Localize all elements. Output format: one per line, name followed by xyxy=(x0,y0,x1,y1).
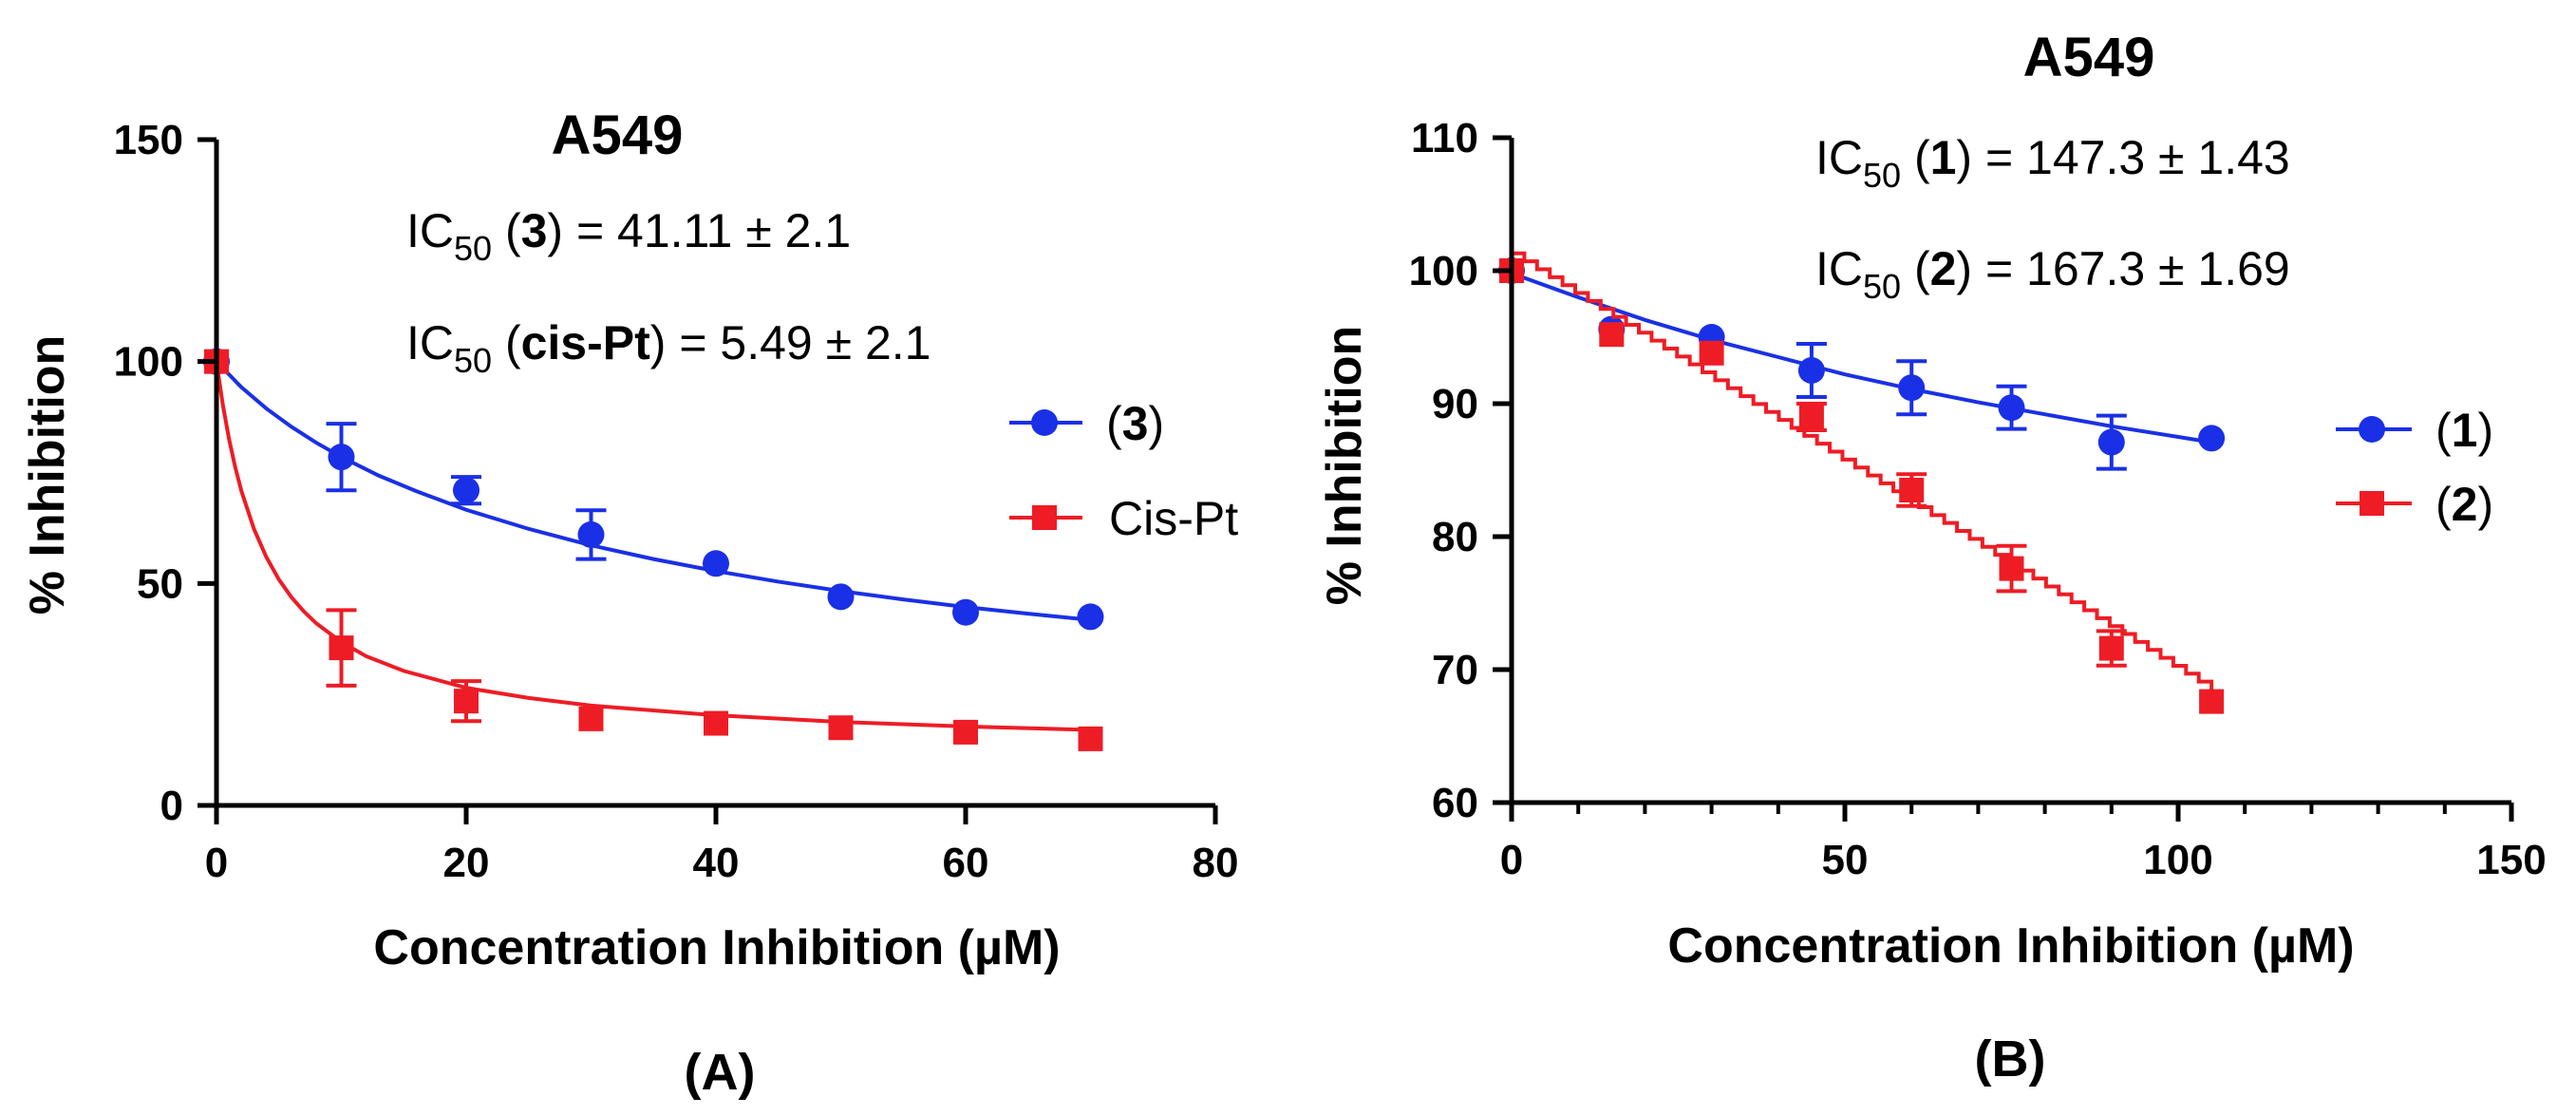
panel-a-series-3-point xyxy=(577,520,605,548)
panel-b-series-2-point xyxy=(1999,556,2024,581)
panel-a-series-cispt-point xyxy=(329,635,354,661)
panel-a-annotation-1: IC50 (3) = 41.11 ± 2.1 xyxy=(406,204,851,268)
panel-b-series-2-point xyxy=(2199,689,2225,714)
panel-a-series-cispt-point xyxy=(454,689,479,714)
panel-a-x-tick-label: 80 xyxy=(1193,840,1239,886)
legend-square-marker xyxy=(1032,505,1057,530)
panel-a-x-tick-label: 40 xyxy=(693,840,740,886)
panel-a-y-tick-label: 100 xyxy=(114,339,183,386)
panel-a-annotation-2: IC50 (cis-Pt) = 5.49 ± 2.1 xyxy=(406,316,931,380)
panel-b-y-tick-label: 60 xyxy=(1432,780,1478,826)
panel-b-y-tick-label: 110 xyxy=(1411,115,1478,161)
panel-b-y-tick-label: 100 xyxy=(1409,248,1478,294)
panel-b-x-tick-label: 50 xyxy=(1822,837,1869,883)
panel-b-y-tick-label: 80 xyxy=(1432,514,1478,560)
panel-b: 0 50 100 150 60 70 80 90 100 110 A549 IC50 (1) = … xyxy=(1317,27,2547,1088)
svg-text:IC50 (cis-Pt) = 5.49 ± 2.1: IC50 (cis-Pt) = 5.49 ± 2.1 xyxy=(406,316,931,380)
panel-a-legend: (3) Cis-Pt xyxy=(1009,397,1238,545)
panel-b-series-2-point xyxy=(1599,322,1625,348)
panel-b-series-2-point xyxy=(1699,340,1724,366)
panel-b-series-1-fit-line xyxy=(1511,271,2212,445)
panel-a-x-tick-label: 0 xyxy=(205,840,228,886)
panel-b-y-tick-label: 90 xyxy=(1432,381,1478,427)
panel-b-series-1-point xyxy=(1797,357,1825,384)
panel-a-legend-item-3: (3) xyxy=(1009,397,1164,450)
panel-b-x-tick-label: 0 xyxy=(1500,837,1523,883)
panel-a-series-cispt-point xyxy=(1078,726,1103,751)
panel-a-series-cispt-fit-line xyxy=(215,361,1091,732)
legend-square-marker xyxy=(2360,491,2384,516)
panel-a-axes: 0 20 40 60 80 0 50 100 150 xyxy=(114,117,1239,886)
panel-b-series-2-point xyxy=(2098,635,2124,661)
panel-b-series-2-point xyxy=(1798,405,1824,429)
panel-b-annotation-1: IC50 (1) = 147.3 ± 1.43 xyxy=(1815,131,2290,195)
panel-a-y-axis-title: % Inhibition xyxy=(20,335,75,615)
svg-text:IC50 (1) = 147.3 ± 1.43: IC50 (1) = 147.3 ± 1.43 xyxy=(1815,131,2290,195)
svg-text:Cis-Pt: Cis-Pt xyxy=(1109,492,1238,545)
panel-b-axes: 0 50 100 150 60 70 80 90 100 110 xyxy=(1409,115,2547,883)
panel-a-series-3-point xyxy=(453,477,479,504)
panel-b-legend: (1) (2) xyxy=(2336,404,2493,531)
panel-a-plot-area xyxy=(203,348,1104,751)
panel-b-series-1-point xyxy=(1998,394,2025,422)
panel-b-plot-area xyxy=(1498,251,2226,714)
legend-circle-marker xyxy=(1031,409,1058,436)
panel-b-x-tick-label: 100 xyxy=(2143,837,2212,883)
svg-text:IC50 (2) = 167.3 ± 1.69: IC50 (2) = 167.3 ± 1.69 xyxy=(1815,242,2290,306)
panel-a-series-cispt-point xyxy=(828,715,854,741)
panel-a-series-3-point xyxy=(952,598,979,626)
panel-a-x-tick-label: 60 xyxy=(943,840,989,886)
panel-a-y-tick-label: 0 xyxy=(160,783,183,829)
panel-a-series-3-fit-line xyxy=(215,360,1091,622)
panel-b-annotation-2: IC50 (2) = 167.3 ± 1.69 xyxy=(1815,242,2290,306)
panel-a-series-3-point xyxy=(703,550,729,577)
panel-a-y-tick-label: 50 xyxy=(137,560,183,607)
panel-a: 0 20 40 60 80 0 50 100 150 A549 IC50 (3) = 41.11… xyxy=(20,104,1238,1101)
panel-a-label: (A) xyxy=(685,1044,756,1101)
panel-a-title: A549 xyxy=(552,104,684,166)
panel-a-x-axis-title: Concentration Inhibition (µM) xyxy=(373,920,1060,975)
panel-b-series-1-point xyxy=(2198,425,2226,452)
panel-b-series-1-point xyxy=(2097,428,2125,456)
panel-a-series-3-point xyxy=(827,583,855,611)
panel-b-legend-item-2: (2) xyxy=(2336,478,2493,531)
svg-text:(2): (2) xyxy=(2435,478,2493,531)
legend-circle-marker xyxy=(2359,416,2385,443)
panel-b-x-axis-title: Concentration Inhibition (µM) xyxy=(1667,918,2354,974)
panel-b-series-2-fit-line xyxy=(1512,251,2214,690)
panel-a-series-3-point xyxy=(1077,603,1104,631)
panel-b-series-2-point xyxy=(1899,478,1925,502)
panel-b-y-tick-label: 70 xyxy=(1432,647,1478,693)
panel-a-series-cispt-point xyxy=(704,710,728,736)
panel-b-label: (B) xyxy=(1975,1031,2046,1088)
panel-b-x-tick-label: 150 xyxy=(2476,837,2546,883)
panel-b-y-axis-title: % Inhibition xyxy=(1317,326,1372,606)
svg-text:IC50 (3) = 41.11 ± 2.1: IC50 (3) = 41.11 ± 2.1 xyxy=(406,204,851,268)
panel-a-series-cispt-point xyxy=(578,706,604,731)
panel-b-series-1-point xyxy=(1898,374,1926,402)
panel-a-series-cispt-point xyxy=(953,719,978,745)
panel-a-legend-item-cispt: Cis-Pt xyxy=(1009,492,1238,545)
panel-a-series-3-point xyxy=(328,444,355,471)
svg-text:(1): (1) xyxy=(2435,404,2493,457)
panel-b-title: A549 xyxy=(2023,27,2155,88)
panel-a-y-tick-label: 150 xyxy=(114,117,183,163)
panel-a-x-tick-label: 20 xyxy=(443,840,490,886)
panel-b-legend-item-1: (1) xyxy=(2336,404,2493,457)
svg-text:(3): (3) xyxy=(1106,397,1164,450)
